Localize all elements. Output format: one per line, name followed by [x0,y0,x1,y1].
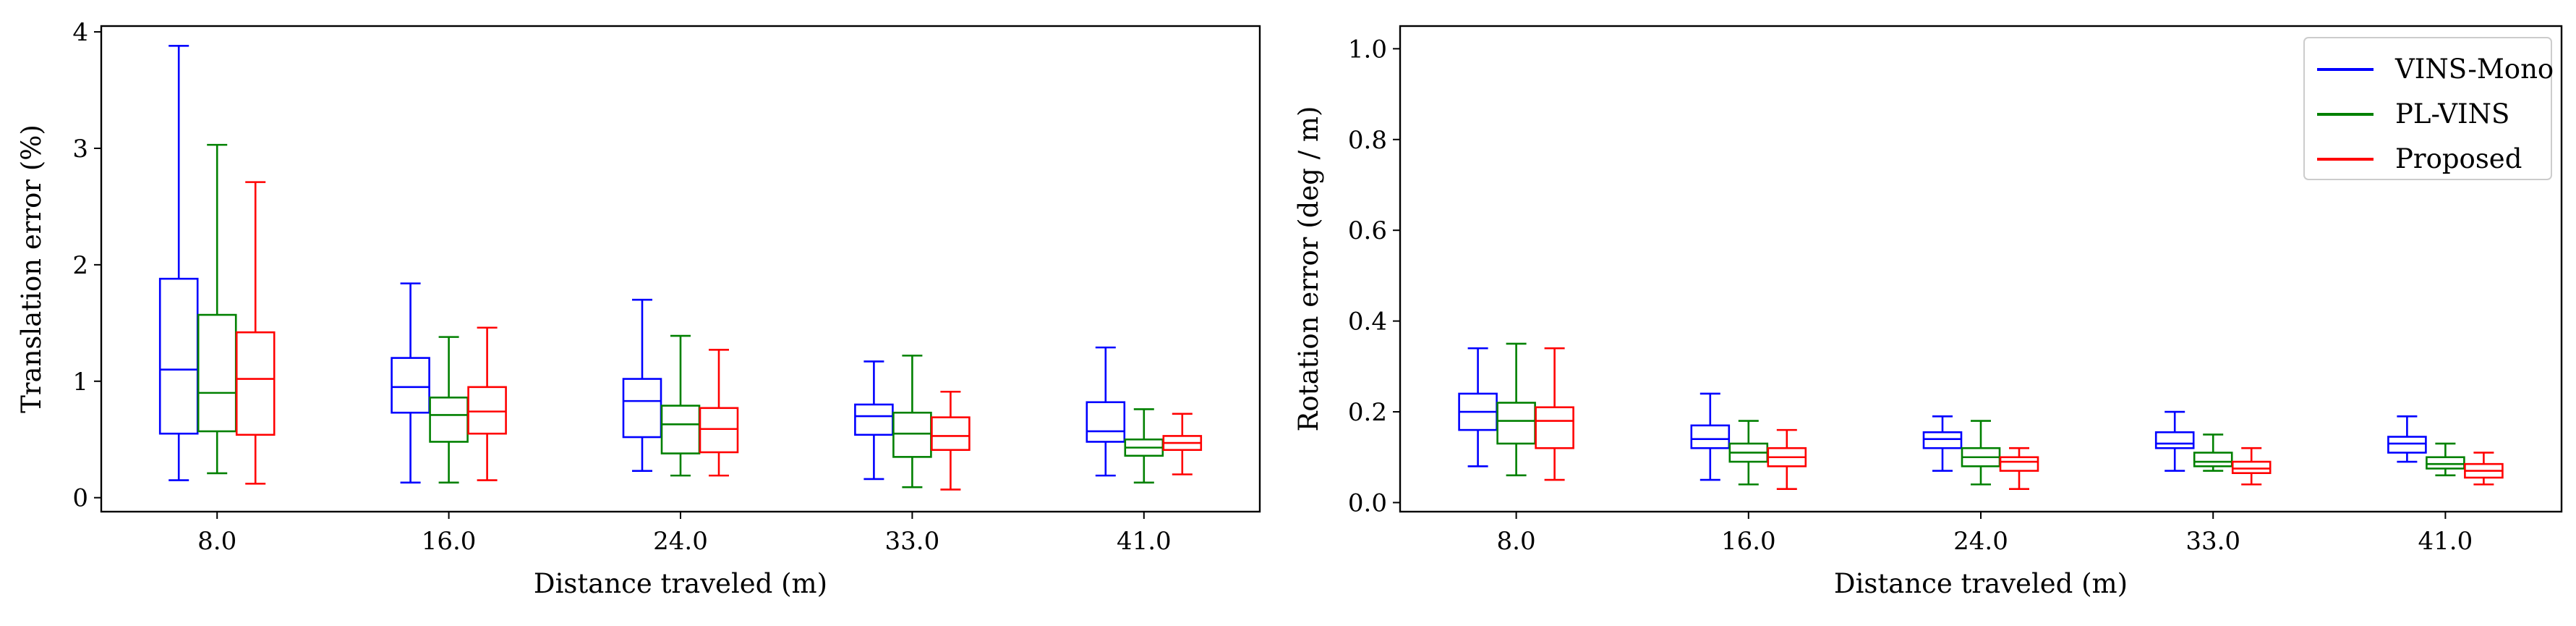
box-pl-vins-4 [1124,408,1164,484]
iqr-box [1690,424,1731,449]
y-tick-label: 0.2 [1348,398,1387,427]
box-pl-vins-3 [2193,433,2233,472]
box-proposed-3 [931,390,971,491]
box-proposed-4 [1162,413,1203,475]
box-vins-mono-2 [1922,415,1963,472]
y-tick-label: 3 [72,135,88,164]
iqr-box [1535,406,1574,449]
x-tick-label: 8.0 [197,527,236,556]
legend-label: PL-VINS [2395,98,2509,130]
box-vins-mono-1 [1690,392,1731,481]
y-tick-label: 0.4 [1348,308,1387,337]
iqr-box [931,416,971,452]
y-tick-label: 0 [72,484,88,513]
y-tick-label: 0.8 [1348,126,1387,155]
box-vins-mono-1 [391,282,430,484]
iqr-box [1922,431,1963,449]
box-proposed-0 [235,181,276,485]
box-pl-vins-4 [2426,442,2465,477]
box-proposed-2 [1999,447,2039,490]
y-tick-label: 4 [72,18,88,47]
x-axis-label: Distance traveled (m) [534,568,827,599]
y-tick-label: 0.0 [1348,488,1387,517]
box-proposed-0 [1535,347,1574,481]
box-proposed-1 [1767,428,1807,490]
iqr-box [1086,401,1126,443]
legend-frame [2303,37,2552,180]
x-tick-label: 41.0 [1117,527,1172,556]
y-tick-label: 1.0 [1348,35,1387,64]
box-proposed-2 [699,349,739,477]
iqr-box [2387,436,2427,454]
box-proposed-1 [467,326,507,481]
x-tick-label: 24.0 [653,527,708,556]
x-tick-label: 16.0 [1721,527,1776,556]
x-tick-label: 41.0 [2418,527,2473,556]
iqr-box [467,386,507,435]
box-vins-mono-3 [854,360,894,481]
box-proposed-3 [2231,447,2272,486]
iqr-box [1999,456,2039,472]
y-tick-label: 2 [72,251,88,280]
box-vins-mono-0 [1458,347,1498,468]
translation-error-panel: 0 1 2 3 4 8.0 16.0 24.0 33.0 41.0 Distance travele… [16,18,1261,599]
box-proposed-4 [2464,452,2504,486]
legend: VINS-Mono PL-VINS Proposed [2303,37,2554,180]
x-tick-label: 8.0 [1497,527,1536,556]
box-vins-mono-4 [1086,346,1126,477]
iqr-box [2426,456,2465,470]
y-tick-label: 1 [72,368,88,397]
y-axis-label: Rotation error (deg / m) [1293,106,1324,432]
rotation-error-panel: 0.0 0.2 0.4 0.6 0.8 1.0 8.0 16.0 24.0 33.0 41.0 Dis… [1293,25,2563,599]
box-pl-vins-2 [660,334,701,477]
iqr-box [2231,460,2272,474]
y-tick-label: 0.6 [1348,216,1387,245]
x-tick-label: 24.0 [1953,527,2008,556]
x-tick-label: 16.0 [422,527,477,556]
iqr-box [235,331,276,436]
box-vins-mono-3 [2154,410,2195,472]
y-axis-label: Translation error (%) [16,124,47,413]
legend-label: Proposed [2395,143,2522,174]
iqr-box [2193,452,2233,468]
box-pl-vins-3 [892,355,932,488]
x-tick-label: 33.0 [885,527,940,556]
box-pl-vins-1 [429,336,469,484]
box-vins-mono-4 [2387,415,2427,463]
iqr-box [391,357,430,414]
legend-label: VINS-Mono [2394,54,2554,85]
iqr-box [699,407,739,454]
iqr-box [2154,431,2195,449]
box-pl-vins-2 [1961,420,2001,486]
x-tick-label: 33.0 [2185,527,2240,556]
box-vins-mono-2 [622,298,662,472]
x-axis-label: Distance traveled (m) [1834,568,2128,599]
